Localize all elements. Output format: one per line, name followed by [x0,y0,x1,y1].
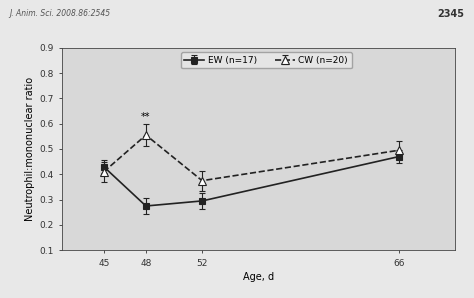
Text: 2345: 2345 [438,9,465,19]
Text: J. Anim. Sci. 2008.86:2545: J. Anim. Sci. 2008.86:2545 [9,9,110,18]
Legend: EW (n=17), CW (n=20): EW (n=17), CW (n=20) [181,52,352,69]
Y-axis label: Neutrophil:mononuclear ratio: Neutrophil:mononuclear ratio [25,77,35,221]
X-axis label: Age, d: Age, d [243,272,274,282]
Text: **: ** [141,112,151,122]
